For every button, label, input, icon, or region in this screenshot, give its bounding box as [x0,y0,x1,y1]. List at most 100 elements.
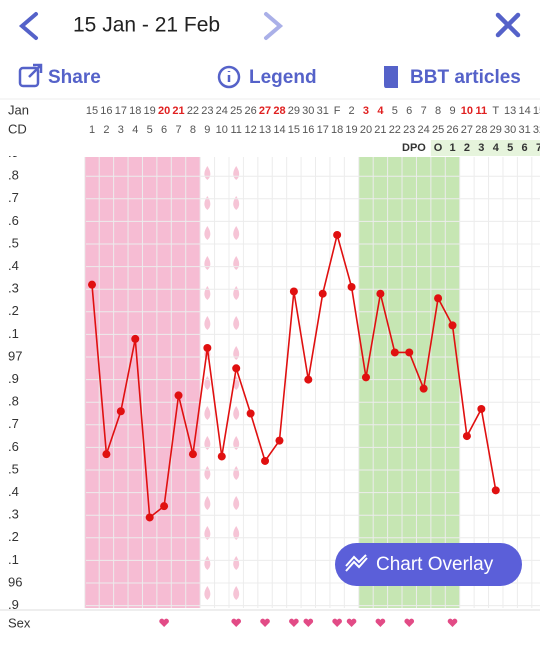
cd-label: 8 [190,124,196,136]
date-label: 27 [259,105,271,117]
date-label: 30 [302,105,314,117]
date-label: 9 [449,105,455,117]
date-label: 25 [230,105,242,117]
y-tick-label: .7 [8,190,19,205]
spotting-drop [233,256,240,270]
date-label: 29 [288,105,300,117]
articles-label: BBT articles [410,67,521,88]
y-tick-label: .5 [8,461,19,476]
y-tick-label: .9 [8,371,19,386]
cd-label: 28 [475,124,487,136]
cd-label: 15 [288,124,300,136]
sex-heart [159,618,169,627]
dpo-label: DPO [402,142,426,154]
temp-point [203,343,212,352]
y-tick-label: .2 [8,303,19,318]
temp-point [88,280,96,289]
spotting-drop [233,436,240,450]
overlay-button[interactable]: Chart Overlay [335,543,522,586]
dpo-value: 7 [536,142,540,154]
y-tick-label: 96 [8,574,22,589]
cd-label: 10 [216,124,228,136]
date-label: 16 [100,105,112,117]
next-button[interactable] [264,12,284,40]
date-label: 17 [115,105,127,117]
dpo-value: O [434,142,443,154]
date-label: 3 [363,105,369,117]
temp-point [347,282,356,291]
cd-label: 2 [103,124,109,136]
spotting-drop [204,166,211,180]
date-label: 6 [406,105,412,117]
sex-heart [375,618,386,627]
cd-label: 11 [230,124,241,136]
temp-point [304,375,313,384]
cd-label: 27 [461,124,473,136]
sex-heart [404,618,415,627]
spotting-drop [204,436,211,450]
share-action[interactable]: Share [18,63,101,88]
date-label: 21 [172,105,184,117]
temp-point [131,334,140,343]
date-label: 24 [216,105,228,117]
sex-heart [260,618,270,627]
dpo-value: 1 [449,142,455,154]
y-tick-label: 97 [8,348,22,363]
date-label: 4 [377,105,384,117]
date-label: F [334,105,341,117]
date-label: T [492,105,499,117]
temp-point [390,348,399,357]
spotting-drop [204,316,211,330]
temp-point [289,287,298,296]
date-label: 22 [187,105,199,117]
overlay-button-bg [335,543,522,586]
sex-heart [332,618,342,627]
cd-label: 14 [273,124,285,136]
sex-heart [231,618,242,627]
spotting-drop [233,466,240,480]
month-label: Jan [8,102,29,117]
cd-label: 3 [118,124,124,136]
cd-label: 17 [317,124,329,136]
temp-point [448,321,457,330]
temp-point [232,364,241,373]
legend-icon [217,65,241,89]
y-tick-label: .6 [8,213,19,228]
fertile-band [358,157,460,608]
cd-label: 30 [504,124,516,136]
temp-point [217,452,226,461]
prev-button[interactable] [18,12,38,40]
temp-point [477,404,486,413]
legend-action[interactable]: Legend [217,65,317,89]
temp-point [361,373,370,382]
articles-action[interactable]: BBT articles [384,66,521,88]
y-tick-label: .6 [8,439,19,454]
spotting-drop [233,526,240,540]
close-button[interactable] [495,12,521,38]
cd-label: 32 [533,124,540,136]
temp-point [116,407,125,416]
spotting-drop [204,256,211,270]
dpo-bg [430,140,540,156]
date-label: 14 [518,105,530,117]
cd-label: 20 [360,124,372,136]
date-label: 15 [86,105,98,117]
cd-label: 6 [161,124,167,136]
temp-point [376,289,385,298]
y-tick-label: .3 [8,507,19,522]
sex-heart [346,618,357,627]
temp-point [419,384,428,393]
temp-point [434,294,443,303]
dpo-value: 6 [522,142,528,154]
cd-label: 4 [132,124,138,136]
spotting-drop [233,406,240,420]
date-label: 5 [392,105,398,117]
spotting-drop [204,496,211,510]
spotting-drop [233,166,240,180]
date-label: 26 [244,105,256,117]
spotting-drop [233,586,240,600]
y-tick-label: .4 [8,258,19,273]
date-range: 15 Jan - 21 Feb [73,14,220,37]
date-label: 2 [348,105,354,117]
